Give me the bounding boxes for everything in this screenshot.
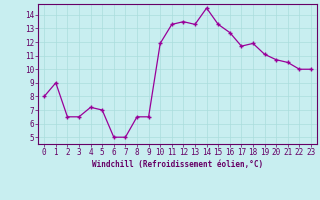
X-axis label: Windchill (Refroidissement éolien,°C): Windchill (Refroidissement éolien,°C) [92, 160, 263, 169]
